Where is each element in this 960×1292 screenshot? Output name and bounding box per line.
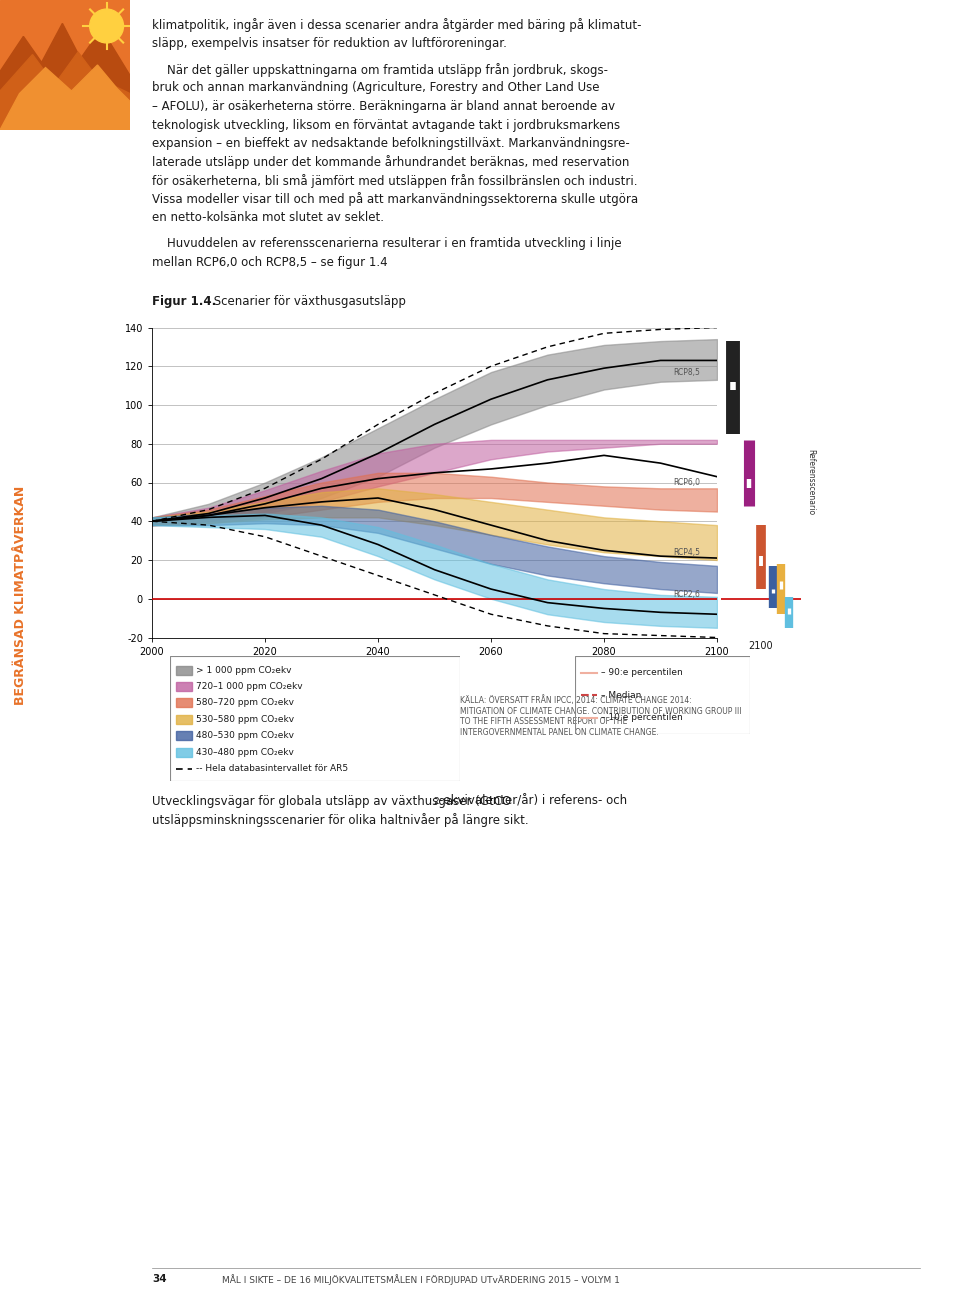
- Text: teknologisk utveckling, liksom en förväntat avtagande takt i jordbruksmarkens: teknologisk utveckling, liksom en förvän…: [152, 119, 620, 132]
- Bar: [176, 731, 192, 740]
- Text: 2: 2: [433, 796, 439, 805]
- Bar: [176, 665, 192, 674]
- Bar: [176, 714, 192, 724]
- Text: Huvuddelen av referensscenarierna resulterar i en framtida utveckling i linje: Huvuddelen av referensscenarierna result…: [152, 238, 622, 251]
- Text: RCP2,6: RCP2,6: [673, 590, 700, 599]
- Text: Figur 1.4.: Figur 1.4.: [152, 295, 216, 307]
- Text: 34: 34: [152, 1274, 167, 1284]
- Text: Utvecklingsvägar för globala utsläpp av växthusgaser (GtCO: Utvecklingsvägar för globala utsläpp av …: [152, 795, 512, 808]
- Text: RCP6,0: RCP6,0: [673, 478, 700, 487]
- Text: 530–580 ppm CO₂ekv: 530–580 ppm CO₂ekv: [196, 714, 294, 724]
- Text: – 10:e percentilen: – 10:e percentilen: [601, 713, 683, 722]
- Text: – Median: – Median: [601, 691, 641, 700]
- Text: – AFOLU), är osäkerheterna större. Beräkningarna är bland annat beroende av: – AFOLU), är osäkerheterna större. Beräk…: [152, 99, 615, 112]
- Polygon shape: [0, 65, 130, 130]
- Bar: [176, 699, 192, 708]
- Text: expansion – en bieffekt av nedsaktande befolkningstillväxt. Markanvändningsre-: expansion – en bieffekt av nedsaktande b…: [152, 137, 630, 150]
- Text: 580–720 ppm CO₂ekv: 580–720 ppm CO₂ekv: [196, 699, 294, 708]
- Text: för osäkerheterna, bli små jämfört med utsläppen från fossilbränslen och industr: för osäkerheterna, bli små jämfört med u…: [152, 174, 637, 187]
- Text: > 1 000 ppm CO₂ekv: > 1 000 ppm CO₂ekv: [196, 665, 292, 674]
- Bar: [176, 682, 192, 691]
- Text: – 90:e percentilen: – 90:e percentilen: [601, 668, 683, 677]
- Text: klimatpolitik, ingår även i dessa scenarier andra åtgärder med bäring på klimatu: klimatpolitik, ingår även i dessa scenar…: [152, 18, 641, 32]
- Bar: [176, 748, 192, 757]
- Text: Scenarier för växthusgasutsläpp: Scenarier för växthusgasutsläpp: [210, 295, 406, 307]
- Text: 2100: 2100: [749, 641, 774, 651]
- Text: mellan RCP6,0 och RCP8,5 – se figur 1.4: mellan RCP6,0 och RCP8,5 – se figur 1.4: [152, 256, 388, 269]
- Circle shape: [89, 9, 124, 43]
- Text: MÅL I SIKTE – DE 16 MILJÖKVALITETSMÅLEN I FÖRDJUPAD UTvÄRDERING 2015 – VOLYM 1: MÅL I SIKTE – DE 16 MILJÖKVALITETSMÅLEN …: [222, 1274, 620, 1284]
- Text: RCP8,5: RCP8,5: [673, 367, 700, 376]
- Text: RCP4,5: RCP4,5: [673, 548, 700, 557]
- Text: en netto-kolsänka mot slutet av seklet.: en netto-kolsänka mot slutet av seklet.: [152, 211, 384, 224]
- Text: bruk och annan markanvändning (Agriculture, Forestry and Other Land Use: bruk och annan markanvändning (Agricultu…: [152, 81, 599, 94]
- Text: laterade utsläpp under det kommande århundrandet beräknas, med reservation: laterade utsläpp under det kommande århu…: [152, 155, 630, 169]
- Text: utsläppsminskningsscenarier för olika haltnivåer på längre sikt.: utsläppsminskningsscenarier för olika ha…: [152, 813, 529, 827]
- Polygon shape: [0, 52, 130, 130]
- Text: När det gäller uppskattningarna om framtida utsläpp från jordbruk, skogs-: När det gäller uppskattningarna om framt…: [152, 63, 608, 78]
- Text: släpp, exempelvis insatser för reduktion av luftföroreningar.: släpp, exempelvis insatser för reduktion…: [152, 36, 507, 49]
- Text: -- Hela databasintervallet för AR5: -- Hela databasintervallet för AR5: [196, 764, 348, 773]
- Text: KÄLLA: ÖVERSATT FRÅN IPCC, 2014: CLIMATE CHANGE 2014:
MITIGATION OF CLIMATE CHAN: KÄLLA: ÖVERSATT FRÅN IPCC, 2014: CLIMATE…: [460, 695, 741, 736]
- Polygon shape: [0, 23, 130, 130]
- Text: BEGRÄNSAD KLIMATPÅVERKAN: BEGRÄNSAD KLIMATPÅVERKAN: [14, 486, 28, 704]
- Text: Vissa modeller visar till och med på att markanvändningssektorerna skulle utgöra: Vissa modeller visar till och med på att…: [152, 193, 638, 207]
- Text: Referensscenario: Referensscenario: [806, 450, 815, 516]
- Text: -ekvivalenter/år) i referens- och: -ekvivalenter/år) i referens- och: [440, 795, 628, 808]
- Text: 720–1 000 ppm CO₂ekv: 720–1 000 ppm CO₂ekv: [196, 682, 302, 691]
- Text: 480–530 ppm CO₂ekv: 480–530 ppm CO₂ekv: [196, 731, 294, 740]
- Text: 430–480 ppm CO₂ekv: 430–480 ppm CO₂ekv: [196, 748, 294, 757]
